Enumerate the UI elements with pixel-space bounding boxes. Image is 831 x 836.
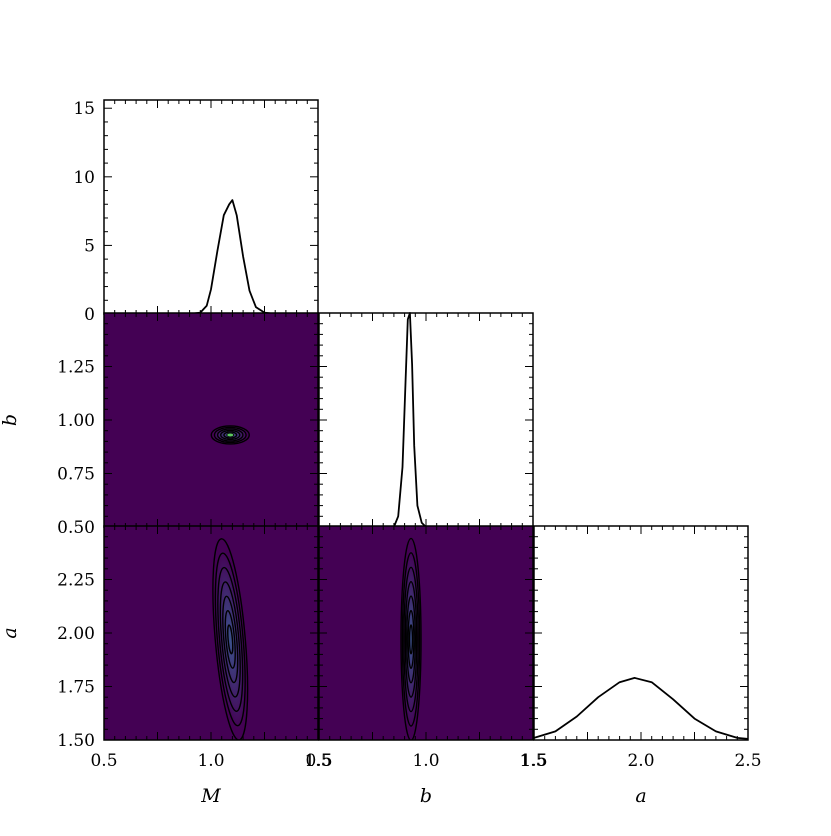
density-contour xyxy=(224,609,236,669)
y-tick-label: 1.25 xyxy=(57,358,95,378)
density-contour xyxy=(213,426,247,444)
density-contour xyxy=(214,552,246,727)
panel-background xyxy=(104,100,318,314)
x-tick-label: 1.5 xyxy=(304,751,331,771)
y-tick-label: 0.75 xyxy=(57,465,95,485)
y-tick-label: 1.50 xyxy=(57,731,95,751)
x-tick-label: 1.0 xyxy=(197,751,224,771)
panel-background xyxy=(319,313,533,527)
y-tick-label: 1.00 xyxy=(57,411,95,431)
panel-frame xyxy=(103,525,319,741)
y-tick-label: 0.50 xyxy=(57,518,95,538)
x-tick-label: 0.5 xyxy=(90,751,117,771)
density-contour xyxy=(217,566,244,712)
x-tick-label: 2.0 xyxy=(627,751,654,771)
density-contour xyxy=(223,431,238,439)
density-background xyxy=(104,526,318,740)
density-contour xyxy=(210,425,250,445)
density-region xyxy=(212,538,249,740)
panel-frame xyxy=(318,525,534,741)
axis-label-group-a: a xyxy=(635,785,646,807)
x-axis-label-a: a xyxy=(635,785,646,807)
density-contour xyxy=(220,429,241,441)
density-contour xyxy=(400,537,422,740)
y-tick-label: 2.25 xyxy=(57,571,95,591)
panel-density-M-a: 1.50 1.75 2.00 2.25 0.5 1.0 1.5 Ma xyxy=(0,525,332,807)
density-contour xyxy=(407,609,415,669)
density-contour xyxy=(406,595,417,684)
density-background xyxy=(319,526,533,740)
density-contour xyxy=(403,566,419,713)
panel-hist-a: 1.5 2.0 2.5 xyxy=(520,525,762,771)
density-contour xyxy=(216,428,244,442)
panel-hist-b xyxy=(318,312,534,528)
x-tick-label: 2.5 xyxy=(734,751,761,771)
y-tick-label: 10 xyxy=(73,168,95,188)
density-contour xyxy=(227,624,234,655)
density-contour xyxy=(404,581,418,698)
panel-hist-M: 0 5 10 15 xyxy=(73,99,319,325)
panel-density-M-b: 0.50 0.75 1.00 1.25 b xyxy=(0,312,319,538)
posterior-curve-a xyxy=(533,677,749,740)
density-contour xyxy=(408,624,414,655)
density-peak-core xyxy=(227,433,234,437)
y-tick-label: 2.00 xyxy=(57,624,95,644)
panel-background xyxy=(534,526,748,740)
x-tick-label: 1.0 xyxy=(412,751,439,771)
posterior-curve-M xyxy=(189,199,276,315)
density-contour xyxy=(401,552,421,727)
panel-frame xyxy=(533,525,749,741)
y-axis-label-a: a xyxy=(0,627,21,638)
x-tick-label: 0.5 xyxy=(305,751,332,771)
y-tick-label: 1.75 xyxy=(57,678,95,698)
density-background xyxy=(104,313,318,527)
x-axis-label-b: b xyxy=(420,785,432,807)
density-contour xyxy=(212,538,249,740)
density-contour xyxy=(222,595,239,684)
panel-density-b-a: 0.5 1.0 1.5 b xyxy=(305,525,547,807)
x-axis-label-M: M xyxy=(200,785,221,807)
y-tick-label: 15 xyxy=(73,99,95,119)
density-region xyxy=(400,537,422,740)
y-tick-label: 5 xyxy=(84,236,95,256)
density-contour xyxy=(219,581,241,698)
density-peak xyxy=(402,548,421,731)
y-tick-label: 0 xyxy=(84,305,95,325)
y-axis-label-b: b xyxy=(0,414,21,426)
x-tick-label: 1.5 xyxy=(519,751,546,771)
density-region xyxy=(210,425,250,445)
x-tick-label: 1.5 xyxy=(520,751,547,771)
